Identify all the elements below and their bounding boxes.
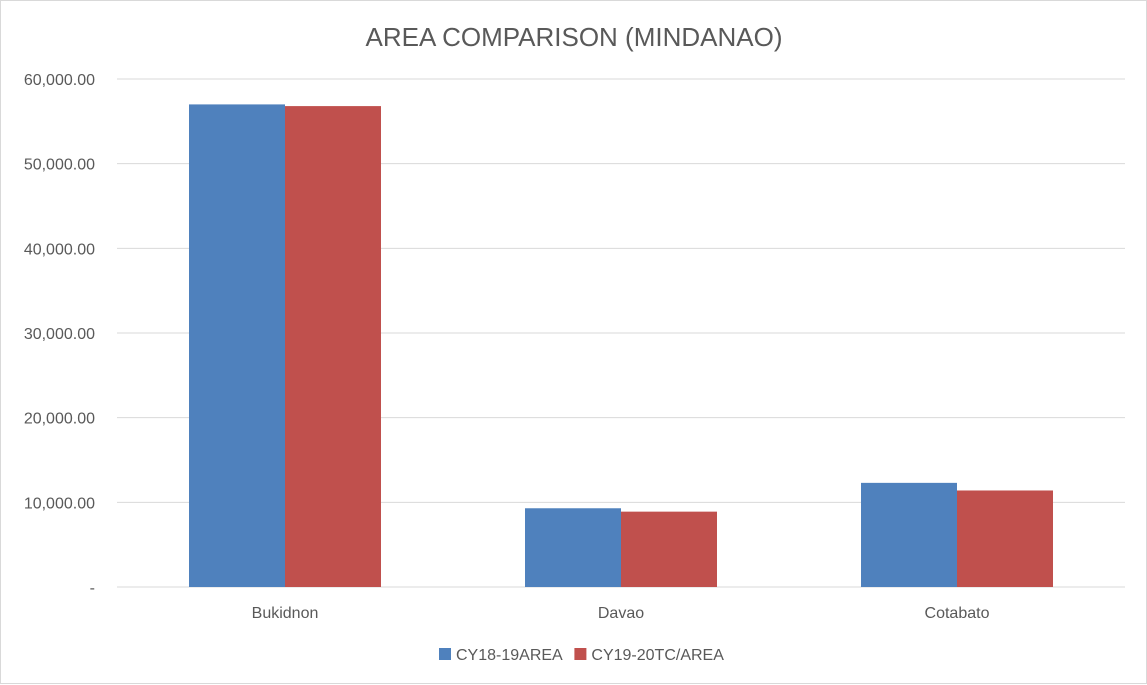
legend-swatch <box>574 648 587 660</box>
y-axis-tick-labels: - 10,000.00 20,000.00 30,000.00 40,000.00 50,… <box>24 72 95 597</box>
y-tick-label: 50,000.00 <box>24 157 95 174</box>
bar-bukidnon-series-2 <box>285 106 381 588</box>
legend-swatch <box>439 648 451 660</box>
bar-davao-series-1 <box>525 508 621 587</box>
y-tick-label: 10,000.00 <box>24 495 95 512</box>
bar-davao-series-2 <box>621 511 717 587</box>
x-tick-label: Bukidnon <box>252 605 319 622</box>
legend-label: CY19-20TC/AREA <box>591 647 724 664</box>
bars <box>189 104 1053 588</box>
bar-bukidnon-series-1 <box>189 104 285 588</box>
x-tick-label: Cotabato <box>925 605 990 622</box>
y-tick-label: - <box>90 580 95 597</box>
bar-cotabato-series-1 <box>861 482 957 587</box>
y-tick-label: 40,000.00 <box>24 241 95 258</box>
x-tick-label: Davao <box>598 605 644 622</box>
legend-label: CY18-19AREA <box>456 647 563 664</box>
bar-cotabato-series-2 <box>957 490 1053 587</box>
y-tick-label: 30,000.00 <box>24 326 95 343</box>
chart-title: AREA COMPARISON (MINDANAO) <box>365 22 782 52</box>
legend: CY18-19AREA CY19-20TC/AREA <box>439 647 724 664</box>
y-tick-label: 20,000.00 <box>24 411 95 428</box>
y-tick-label: 60,000.00 <box>24 72 95 89</box>
x-axis-tick-labels: Bukidnon Davao Cotabato <box>252 605 990 622</box>
